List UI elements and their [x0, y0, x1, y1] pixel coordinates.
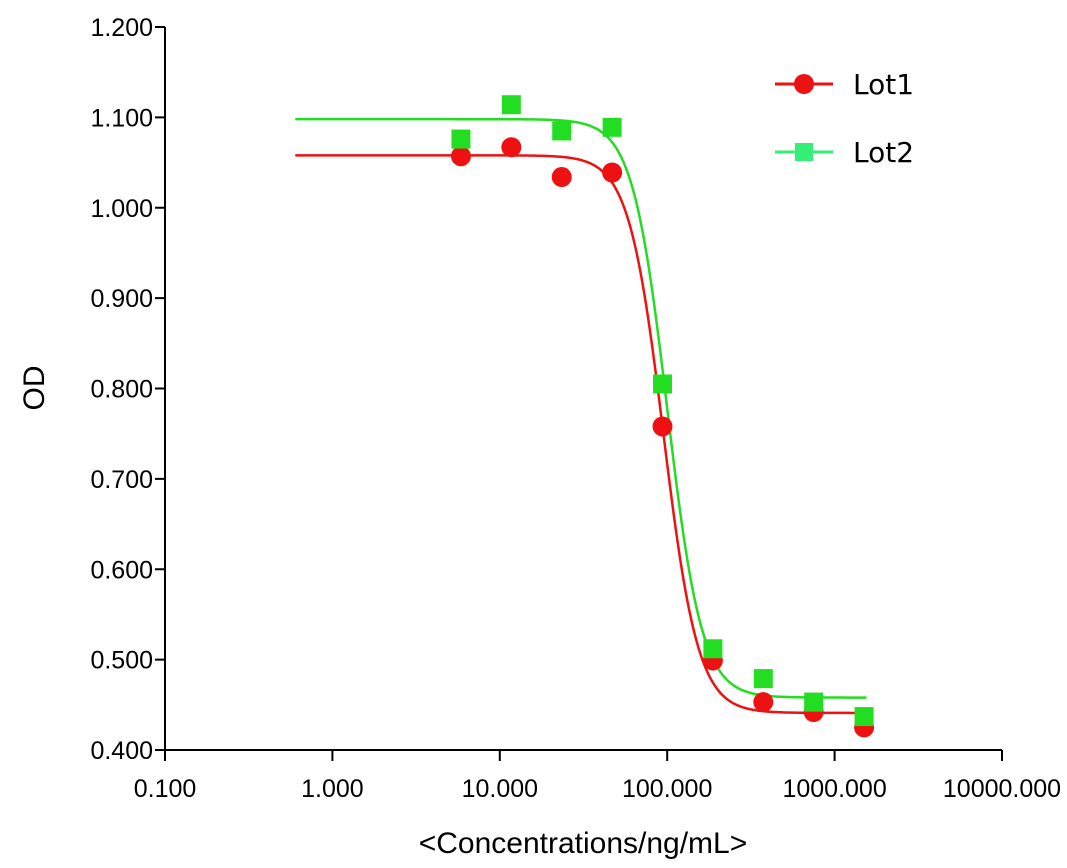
data-point-lot2: [653, 374, 673, 394]
legend-label-lot2: Lot2: [853, 136, 914, 169]
x-tick-label: 10.000: [462, 775, 538, 803]
x-tick-label: 1000.000: [782, 775, 886, 803]
data-point-lot2: [451, 129, 471, 149]
x-tick-label: 100.000: [622, 775, 712, 803]
data-point-lot2: [501, 95, 521, 115]
legend-item-lot1: Lot1: [775, 68, 914, 101]
y-axis-title: OD: [18, 366, 51, 411]
x-tick-label: 1.000: [301, 775, 364, 803]
fit-curve-lot1: [295, 154, 867, 715]
x-axis-title: <Concentrations/ng/mL>: [419, 827, 748, 860]
x-tick-label: 0.100: [134, 775, 197, 803]
legend: Lot1 Lot2: [775, 68, 914, 169]
legend-marker-lot2: [795, 143, 813, 161]
data-point-lot2: [703, 639, 723, 659]
y-tick-label: 0.800: [90, 376, 153, 404]
y-tick-label: 1.200: [90, 14, 153, 42]
y-tick-label: 0.500: [90, 647, 153, 675]
y-tick-label: 1.100: [90, 104, 153, 132]
data-points: [450, 95, 875, 738]
y-tick-label: 1.000: [90, 195, 153, 223]
fit-curves: [295, 117, 867, 715]
legend-label-lot1: Lot1: [853, 68, 914, 101]
data-point-lot1: [450, 146, 471, 167]
x-tick-label: 10000.000: [943, 775, 1061, 803]
data-point-lot1: [652, 416, 673, 437]
data-point-lot1: [551, 167, 572, 188]
y-tick-label: 0.600: [90, 556, 153, 584]
data-point-lot2: [854, 707, 874, 727]
legend-marker-lot1: [794, 74, 814, 94]
data-point-lot2: [602, 117, 622, 137]
data-point-lot1: [753, 692, 774, 713]
legend-item-lot2: Lot2: [775, 136, 914, 169]
data-point-lot1: [602, 162, 623, 183]
fit-curve-lot2: [295, 117, 867, 699]
data-point-lot2: [552, 121, 572, 141]
data-point-lot2: [753, 669, 773, 689]
data-point-lot2: [804, 692, 824, 712]
y-ticks: 0.400 0.500 0.600 0.700 0.800 0.900 1.000 1.100…: [90, 14, 165, 765]
x-ticks: 0.100 1.000 10.000 100.000 1000.000 10000.000: [134, 750, 1061, 803]
y-tick-label: 0.700: [90, 466, 153, 494]
data-point-lot1: [501, 137, 522, 158]
y-tick-label: 0.900: [90, 285, 153, 313]
y-tick-label: 0.400: [90, 737, 153, 765]
